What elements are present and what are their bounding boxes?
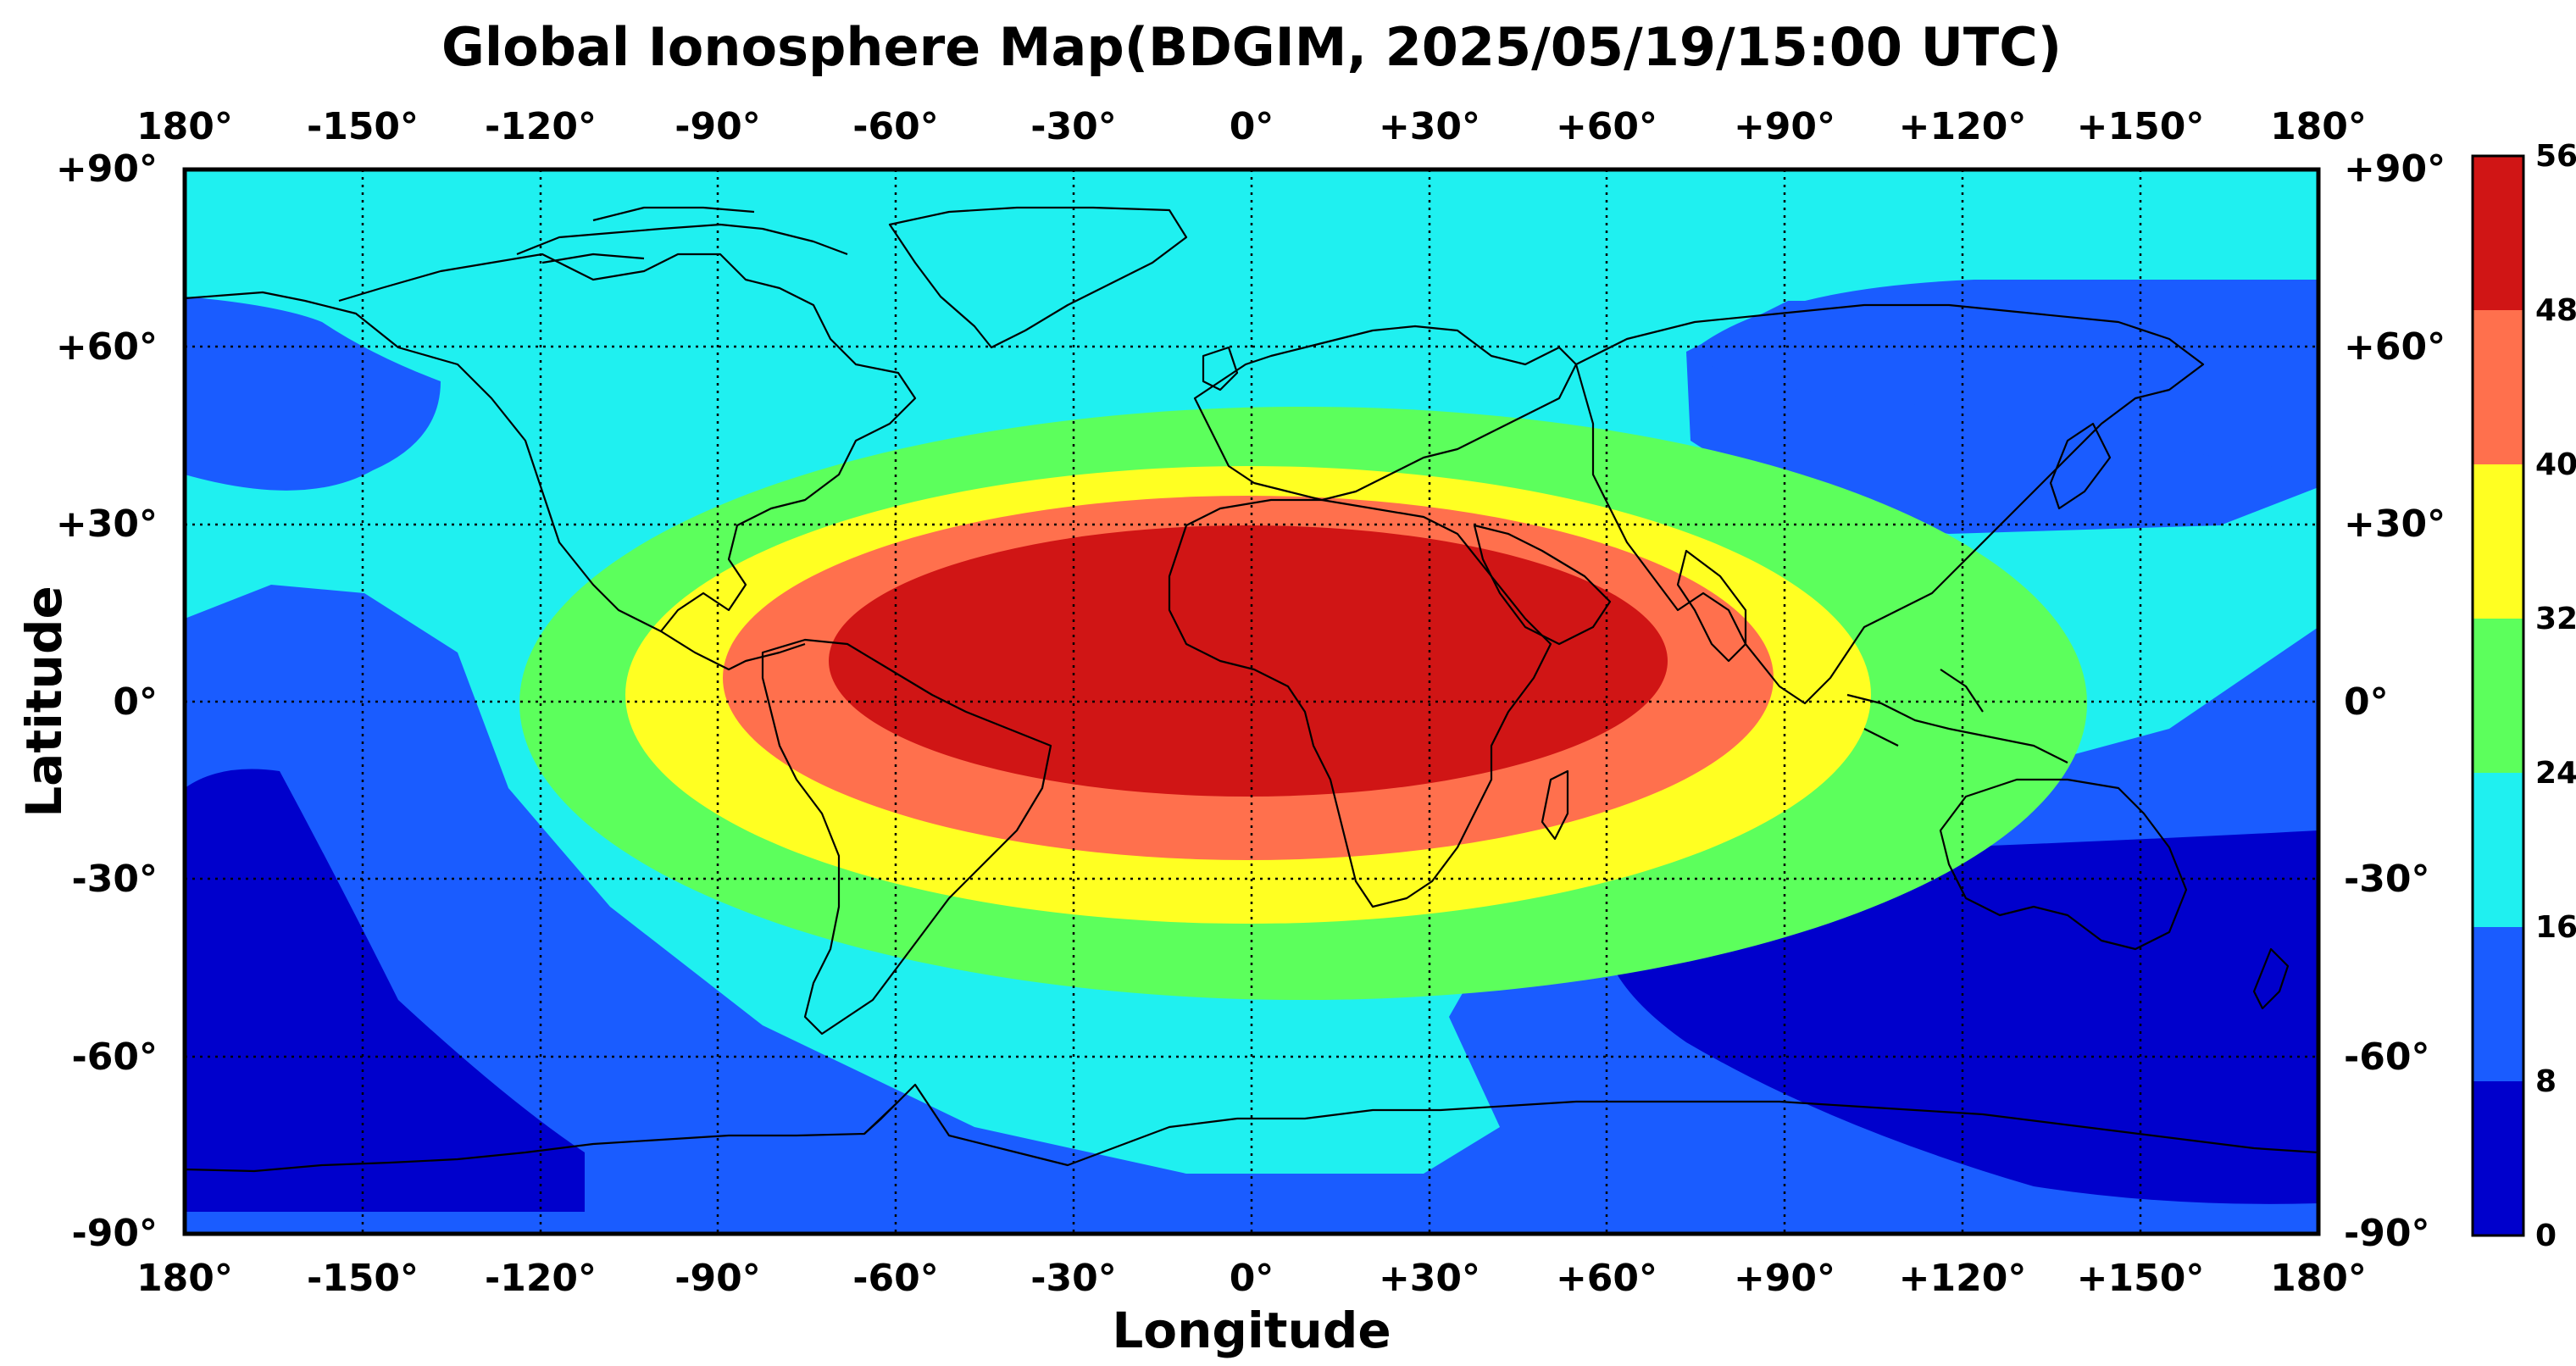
lon-tick-top-12: 180° [2270, 105, 2367, 148]
lon-tick-bottom-10: +120° [1899, 1257, 2027, 1300]
colorbar-band-48-56 [2473, 156, 2523, 310]
colorbar-tick-48: 48 [2535, 293, 2576, 328]
lon-tick-bottom-11: +150° [2077, 1257, 2205, 1300]
asia-coastline [1574, 303, 2205, 705]
lat-tick-right-6: -90° [2344, 1212, 2430, 1255]
colorbar-tick-8: 8 [2535, 1064, 2557, 1099]
lon-tick-bottom-12: 180° [2270, 1257, 2367, 1300]
colorbar-ticks: 0 8 16 24 32 40 48 56 [2535, 139, 2576, 1253]
colorbar-band-0-8 [2473, 1081, 2523, 1236]
lon-tick-top-2: -120° [485, 105, 597, 148]
left-latitude-ticks: +90° +60° +30° 0° -30° -60° -90° [56, 147, 158, 1255]
lon-tick-top-9: +90° [1734, 105, 1835, 148]
bottom-longitude-ticks: 180° -150° -120° -90° -60° -30° 0° +30° … [136, 1257, 2367, 1300]
japan-islands [2049, 422, 2112, 510]
british-isles [1202, 346, 1239, 391]
central-america-coastline [660, 630, 806, 671]
x-axis-label: Longitude [1112, 1302, 1391, 1359]
lon-tick-bottom-4: -60° [852, 1257, 939, 1300]
lon-tick-top-6: 0° [1230, 105, 1274, 148]
lat-tick-left-4: -30° [72, 858, 158, 901]
lat-tick-right-5: -60° [2344, 1036, 2430, 1079]
lon-tick-bottom-0: 180° [136, 1257, 233, 1300]
lat-tick-right-2: +30° [2344, 503, 2446, 546]
lon-tick-top-5: -30° [1030, 105, 1117, 148]
colorbar-tick-16: 16 [2535, 910, 2576, 945]
colorbar-band-40-48 [2473, 310, 2523, 464]
colorbar-tick-32: 32 [2535, 602, 2576, 636]
lon-tick-bottom-8: +60° [1556, 1257, 1657, 1300]
lat-tick-left-2: +30° [56, 503, 158, 546]
australia-coastline [1939, 778, 2188, 951]
antarctica-coastline [185, 1083, 2318, 1173]
lat-tick-left-0: +90° [56, 147, 158, 191]
madagascar [1541, 769, 1569, 841]
lon-tick-bottom-9: +90° [1734, 1257, 1835, 1300]
southeast-asia-islands [1846, 669, 2068, 764]
y-axis-label: Latitude [15, 586, 73, 818]
india-coastline [1676, 549, 1747, 663]
colorbar-tick-0: 0 [2535, 1219, 2557, 1253]
lat-tick-left-1: +60° [56, 325, 158, 369]
lon-tick-top-10: +120° [1899, 105, 2027, 148]
europe-coastline [1193, 325, 1578, 502]
colorbar-band-16-24 [2473, 773, 2523, 927]
tec-band-0-8-north-asia [1686, 280, 2318, 475]
antarctic-peninsula [863, 1101, 899, 1135]
colorbar-band-24-32 [2473, 619, 2523, 773]
new-zealand [2252, 947, 2290, 1010]
lat-tick-right-0: +90° [2344, 147, 2446, 191]
colorbar-tick-24: 24 [2535, 756, 2576, 791]
graticule [185, 169, 2318, 1234]
lon-tick-bottom-1: -150° [307, 1257, 419, 1300]
lat-tick-right-3: 0° [2344, 680, 2389, 724]
colorbar [2471, 154, 2525, 1237]
tec-band-0-8-north-pacific [185, 297, 441, 491]
lat-tick-left-3: 0° [113, 680, 158, 724]
greenland-coastline [888, 206, 1188, 349]
lon-tick-bottom-3: -90° [675, 1257, 761, 1300]
lon-tick-top-3: -90° [675, 105, 761, 148]
arabia-coastline [1473, 524, 1612, 646]
lon-tick-top-8: +60° [1556, 105, 1657, 148]
lon-tick-bottom-6: 0° [1230, 1257, 1274, 1300]
colorbar-frame [2471, 154, 2525, 1237]
colorbar-band-32-40 [2473, 464, 2523, 619]
tec-band-48-56 [829, 525, 1668, 797]
north-america-coastline [185, 253, 917, 633]
africa-coastline [1168, 498, 1552, 908]
lat-tick-right-4: -30° [2344, 858, 2430, 901]
coastlines [185, 206, 2318, 1173]
lon-tick-top-0: 180° [136, 105, 233, 148]
map-frame [182, 167, 2321, 1236]
colorbar-tick-40: 40 [2535, 447, 2576, 482]
lon-tick-bottom-7: +30° [1379, 1257, 1480, 1300]
tec-map-area [185, 169, 2318, 1234]
lon-tick-top-1: -150° [307, 105, 419, 148]
top-longitude-ticks: 180° -150° -120° -90° -60° -30° 0° +30° … [136, 105, 2367, 148]
lon-tick-top-7: +30° [1379, 105, 1480, 148]
lon-tick-top-4: -60° [852, 105, 939, 148]
chart-title: Global Ionosphere Map(BDGIM, 2025/05/19/… [441, 16, 2062, 78]
right-latitude-ticks: +90° +60° +30° 0° -30° -60° -90° [2344, 147, 2446, 1255]
colorbar-band-8-16 [2473, 927, 2523, 1081]
colorbar-tick-56: 56 [2535, 139, 2576, 174]
lon-tick-bottom-5: -30° [1030, 1257, 1117, 1300]
lat-tick-left-6: -90° [72, 1212, 158, 1255]
lon-tick-top-11: +150° [2077, 105, 2205, 148]
lat-tick-right-1: +60° [2344, 325, 2446, 369]
south-america-coastline [761, 638, 1052, 1036]
canadian-arctic-islands [516, 206, 848, 264]
lon-tick-bottom-2: -120° [485, 1257, 597, 1300]
lat-tick-left-5: -60° [72, 1036, 158, 1079]
